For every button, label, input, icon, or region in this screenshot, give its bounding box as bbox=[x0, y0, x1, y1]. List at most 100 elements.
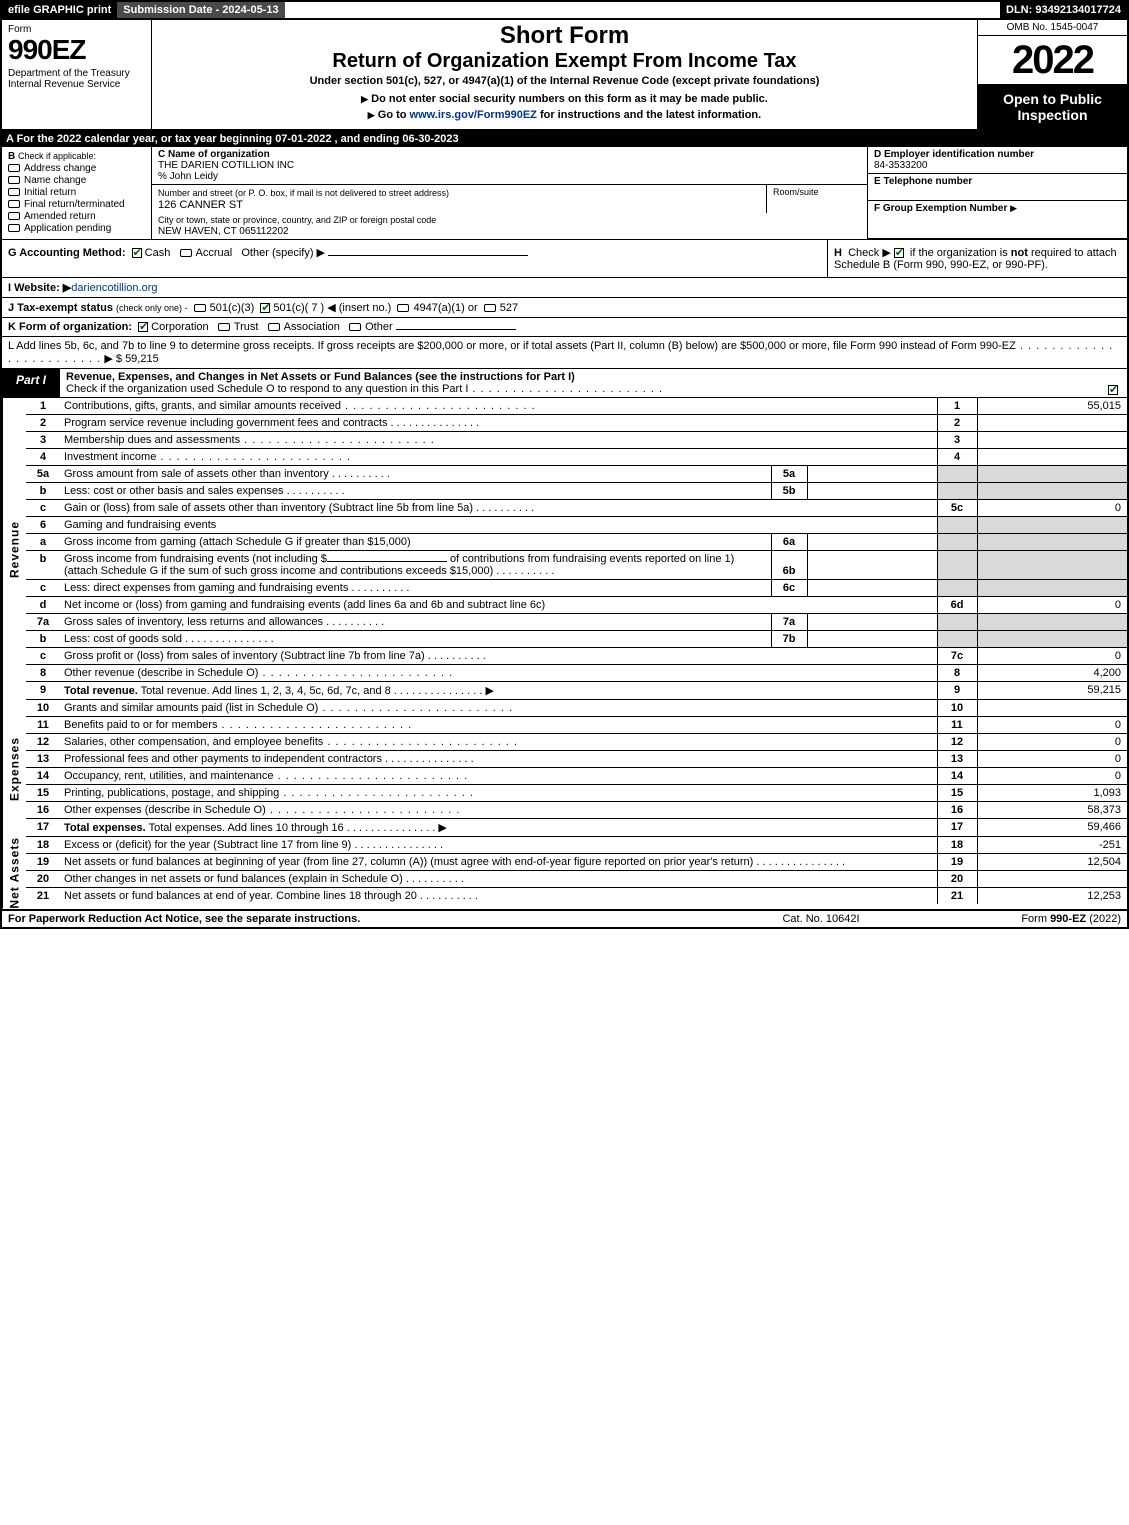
ck-cash[interactable] bbox=[132, 248, 142, 258]
ck-accrual[interactable] bbox=[180, 249, 192, 257]
line-9: 9Total revenue. Total revenue. Add lines… bbox=[26, 682, 1127, 700]
col-B: B Check if applicable: Address change Na… bbox=[2, 147, 152, 239]
line-11: 11Benefits paid to or for members110 bbox=[26, 717, 1127, 734]
ck-amended[interactable]: Amended return bbox=[8, 211, 145, 222]
ck-initial-return[interactable]: Initial return bbox=[8, 187, 145, 198]
val-6d: 0 bbox=[977, 597, 1127, 614]
ck-name-change[interactable]: Name change bbox=[8, 175, 145, 186]
open-public: Open to Public Inspection bbox=[978, 85, 1127, 129]
ck-527[interactable] bbox=[484, 304, 496, 312]
e-label: E Telephone number bbox=[874, 176, 972, 187]
line-10: 10Grants and similar amounts paid (list … bbox=[26, 700, 1127, 717]
val-5a bbox=[807, 466, 937, 483]
line-6: 6Gaming and fundraising events bbox=[26, 517, 1127, 534]
val-17: 59,466 bbox=[977, 819, 1127, 837]
line-3: 3Membership dues and assessments3 bbox=[26, 432, 1127, 449]
form-header: Form 990EZ Department of the Treasury In… bbox=[0, 20, 1129, 131]
part1-tab: Part I bbox=[2, 369, 60, 397]
note1: ▶ Do not enter social security numbers o… bbox=[158, 93, 971, 105]
part1-head: Part I Revenue, Expenses, and Changes in… bbox=[0, 369, 1129, 398]
ck-501c3[interactable] bbox=[194, 304, 206, 312]
ck-501c[interactable] bbox=[260, 303, 270, 313]
footer-cat: Cat. No. 10642I bbox=[721, 913, 921, 925]
line-15: 15Printing, publications, postage, and s… bbox=[26, 785, 1127, 802]
line-6a: aGross income from gaming (attach Schedu… bbox=[26, 534, 1127, 551]
city-label: City or town, state or province, country… bbox=[158, 215, 436, 225]
ck-corp[interactable] bbox=[138, 322, 148, 332]
line-18: 18Excess or (deficit) for the year (Subt… bbox=[26, 837, 1127, 854]
ck-h[interactable] bbox=[894, 248, 904, 258]
line-6b: bGross income from fundraising events (n… bbox=[26, 551, 1127, 580]
line-5b: bLess: cost or other basis and sales exp… bbox=[26, 483, 1127, 500]
city: NEW HAVEN, CT 065112202 bbox=[158, 226, 289, 237]
note2: ▶ Go to www.irs.gov/Form990EZ for instru… bbox=[158, 109, 971, 121]
line-20: 20Other changes in net assets or fund ba… bbox=[26, 871, 1127, 888]
efile-graphic-print[interactable]: efile GRAPHIC print bbox=[2, 2, 117, 18]
footer-left: For Paperwork Reduction Act Notice, see … bbox=[8, 913, 721, 925]
val-20 bbox=[977, 871, 1127, 888]
row-K: K Form of organization: Corporation Trus… bbox=[0, 318, 1129, 337]
line-12: 12Salaries, other compensation, and empl… bbox=[26, 734, 1127, 751]
short-form: Short Form bbox=[158, 22, 971, 50]
val-6b bbox=[807, 551, 937, 580]
val-21: 12,253 bbox=[977, 888, 1127, 905]
val-4 bbox=[977, 449, 1127, 466]
row-L: L Add lines 5b, 6c, and 7b to line 9 to … bbox=[0, 337, 1129, 369]
ck-other-org[interactable] bbox=[349, 323, 361, 331]
submission-date: Submission Date - 2024-05-13 bbox=[117, 2, 284, 18]
val-6a bbox=[807, 534, 937, 551]
tax-year: 2022 bbox=[978, 36, 1127, 85]
line-19: 19Net assets or fund balances at beginni… bbox=[26, 854, 1127, 871]
ck-assoc[interactable] bbox=[268, 323, 280, 331]
val-5c: 0 bbox=[977, 500, 1127, 517]
line-2: 2Program service revenue including gover… bbox=[26, 415, 1127, 432]
val-10 bbox=[977, 700, 1127, 717]
row-J: J Tax-exempt status (check only one) - 5… bbox=[0, 298, 1129, 318]
col-DEF: D Employer identification number 84-3533… bbox=[867, 147, 1127, 239]
val-2 bbox=[977, 415, 1127, 432]
care-of: % John Leidy bbox=[158, 171, 218, 182]
line-14: 14Occupancy, rent, utilities, and mainte… bbox=[26, 768, 1127, 785]
website-link[interactable]: dariencotillion.org bbox=[71, 282, 157, 294]
line-7c: cGross profit or (loss) from sales of in… bbox=[26, 648, 1127, 665]
val-11: 0 bbox=[977, 717, 1127, 734]
val-7c: 0 bbox=[977, 648, 1127, 665]
omb: OMB No. 1545-0047 bbox=[978, 20, 1127, 36]
line-17: 17Total expenses. Total expenses. Add li… bbox=[26, 819, 1127, 837]
netassets-table: 18Excess or (deficit) for the year (Subt… bbox=[26, 837, 1127, 904]
dept: Department of the Treasury Internal Reve… bbox=[8, 68, 145, 90]
val-13: 0 bbox=[977, 751, 1127, 768]
ck-trust[interactable] bbox=[218, 323, 230, 331]
val-1: 55,015 bbox=[977, 398, 1127, 415]
ck-final-return[interactable]: Final return/terminated bbox=[8, 199, 145, 210]
irs-link[interactable]: www.irs.gov/Form990EZ bbox=[410, 109, 537, 121]
val-5b bbox=[807, 483, 937, 500]
line-21: 21Net assets or fund balances at end of … bbox=[26, 888, 1127, 905]
street: 126 CANNER ST bbox=[158, 199, 243, 211]
col-G: G Accounting Method: Cash Accrual Other … bbox=[2, 240, 827, 277]
row-I: I Website: ▶dariencotillion.org bbox=[0, 278, 1129, 298]
netassets-block: Net Assets 18Excess or (deficit) for the… bbox=[0, 837, 1129, 911]
ck-address-change[interactable]: Address change bbox=[8, 163, 145, 174]
title-col: Short Form Return of Organization Exempt… bbox=[152, 20, 977, 129]
col-C: C Name of organization THE DARIEN COTILL… bbox=[152, 147, 867, 239]
val-16: 58,373 bbox=[977, 802, 1127, 819]
line-5a: 5aGross amount from sale of assets other… bbox=[26, 466, 1127, 483]
form-col: Form 990EZ Department of the Treasury In… bbox=[2, 20, 152, 129]
expenses-block: Expenses 10Grants and similar amounts pa… bbox=[0, 700, 1129, 837]
block-gh: G Accounting Method: Cash Accrual Other … bbox=[0, 240, 1129, 278]
footer: For Paperwork Reduction Act Notice, see … bbox=[0, 911, 1129, 929]
expenses-table: 10Grants and similar amounts paid (list … bbox=[26, 700, 1127, 837]
ck-app-pending[interactable]: Application pending bbox=[8, 223, 145, 234]
revenue-table: 1Contributions, gifts, grants, and simil… bbox=[26, 398, 1127, 700]
dln: DLN: 93492134017724 bbox=[1000, 2, 1127, 18]
ck-part1-scho[interactable] bbox=[1108, 385, 1118, 395]
form-title: Return of Organization Exempt From Incom… bbox=[158, 50, 971, 73]
line-4: 4Investment income4 bbox=[26, 449, 1127, 466]
sidelabel-revenue: Revenue bbox=[2, 398, 26, 700]
ck-4947[interactable] bbox=[397, 304, 409, 312]
val-15: 1,093 bbox=[977, 785, 1127, 802]
line-6d: dNet income or (loss) from gaming and fu… bbox=[26, 597, 1127, 614]
street-label: Number and street (or P. O. box, if mail… bbox=[158, 188, 449, 198]
line-7a: 7aGross sales of inventory, less returns… bbox=[26, 614, 1127, 631]
